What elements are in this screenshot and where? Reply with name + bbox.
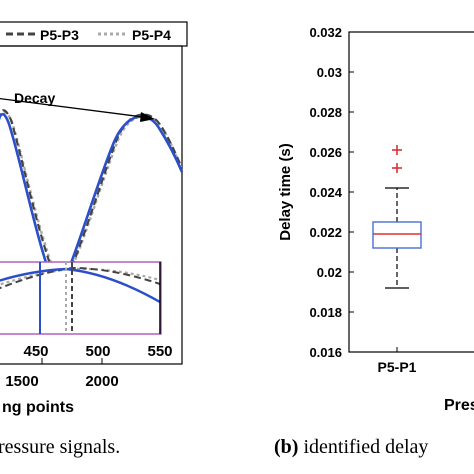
signal-curve-p5-p3 bbox=[0, 109, 183, 295]
y-tick-label: 0.024 bbox=[309, 185, 342, 200]
outlier-point bbox=[392, 163, 402, 173]
y-tick-label: 0.032 bbox=[309, 25, 342, 40]
outlier-point bbox=[392, 145, 402, 155]
y-tick-label: 0.022 bbox=[309, 225, 342, 240]
inset-box bbox=[0, 261, 162, 335]
inset-tick-550: 550 bbox=[147, 343, 172, 360]
caption-right: (b) identified delay bbox=[274, 436, 428, 458]
caption-right-text: identified delay bbox=[298, 436, 428, 458]
left-x-tick-label-1500: 1500 bbox=[5, 373, 38, 390]
decay-arrow bbox=[0, 97, 144, 118]
y-tick-label: 0.02 bbox=[317, 265, 342, 280]
caption-left: ressure signals. bbox=[0, 436, 120, 458]
left-x-axis-label: ng points bbox=[2, 399, 74, 416]
y-tick-label: 0.018 bbox=[309, 305, 342, 320]
legend-label-p5-p3: P5-P3 bbox=[40, 27, 79, 43]
left-x-tick-label-2000: 2000 bbox=[85, 373, 118, 390]
box-p5-p1 bbox=[372, 221, 422, 249]
boxes: P5-P1 bbox=[372, 145, 422, 375]
y-tick-label: 0.028 bbox=[309, 105, 342, 120]
y-tick-label: 0.03 bbox=[317, 65, 342, 80]
inset-curve-p5-p4 bbox=[0, 267, 161, 286]
left-axes-box bbox=[0, 45, 183, 365]
y-ticks: 0.016 0.018 0.02 0.022 0.024 0.026 0.028 0.03 0.… bbox=[309, 25, 354, 360]
inset bbox=[0, 261, 162, 335]
left-panel: P5-P3 P5-P4 Decay 450 500 550 1500 2 bbox=[0, 21, 188, 416]
signal-curve-reference bbox=[0, 112, 184, 300]
legend-label-p5-p4: P5-P4 bbox=[132, 27, 171, 43]
inset-tick-450: 450 bbox=[23, 343, 48, 360]
caption-right-label: (b) bbox=[274, 436, 298, 458]
y-tick-label: 0.016 bbox=[309, 345, 342, 360]
right-panel: 0.016 0.018 0.02 0.022 0.024 0.026 0.028 0.03 0.… bbox=[277, 25, 474, 414]
x-tick-label: P5-P1 bbox=[378, 359, 417, 375]
inset-tick-500: 500 bbox=[85, 343, 110, 360]
y-axis-label: Delay time (s) bbox=[277, 143, 294, 241]
decay-arrowhead bbox=[140, 112, 155, 122]
y-tick-label: 0.026 bbox=[309, 145, 342, 160]
box-axes bbox=[348, 31, 474, 353]
right-x-axis-label: Pres bbox=[444, 397, 474, 414]
inset-curve-p5-p3 bbox=[0, 266, 161, 290]
